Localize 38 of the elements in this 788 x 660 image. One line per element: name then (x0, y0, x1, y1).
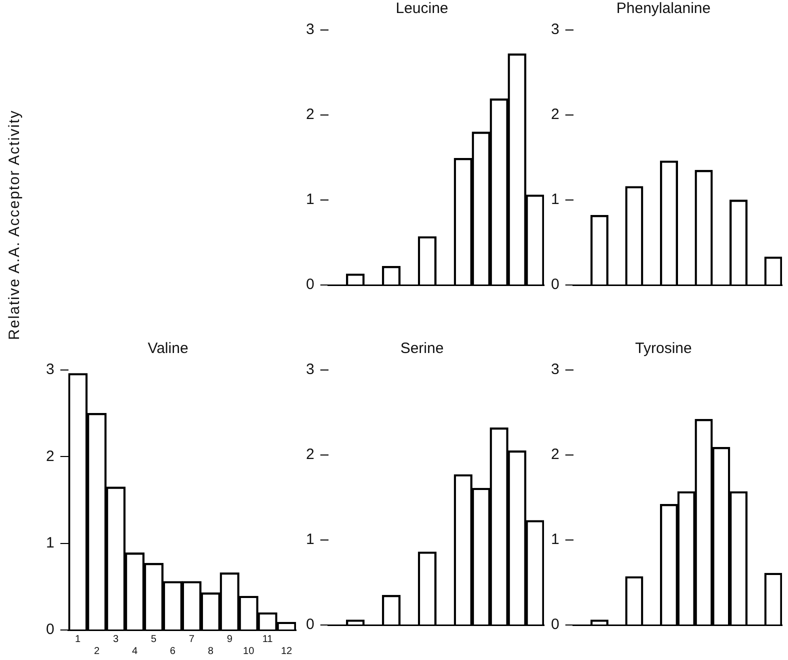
y-tick-label: 0 (551, 616, 560, 634)
y-tick-label: 3 (551, 361, 560, 378)
y-tick-label: 1 (46, 534, 54, 552)
y-tick-label: 3 (46, 361, 54, 378)
y-tick-label: 1 (306, 531, 314, 548)
y-tick-label: 2 (551, 446, 560, 464)
x-tick-label: 1 (75, 634, 82, 645)
chart-title: Phenylalanine (616, 0, 711, 18)
y-tick-label: 1 (551, 191, 560, 208)
y-tick-label: 0 (306, 276, 314, 294)
x-tick-label: 3 (112, 634, 119, 645)
y-tick-label: 3 (306, 21, 314, 38)
chart-title: Leucine (396, 0, 448, 18)
x-tick-label: 5 (150, 634, 157, 645)
x-tick-label: 12 (280, 646, 293, 657)
chart-title: Serine (400, 340, 444, 358)
y-tick-label: 2 (551, 106, 560, 124)
x-tick-label: 11 (262, 634, 274, 645)
x-tick-label: 6 (170, 646, 176, 657)
x-tick-label: 4 (132, 646, 138, 657)
y-tick-label: 1 (551, 531, 560, 548)
y-tick-label: 0 (551, 276, 560, 294)
x-tick-label: 2 (94, 646, 100, 657)
y-tick-label: 2 (306, 106, 314, 124)
y-tick-label: 0 (46, 621, 54, 638)
y-tick-label: 0 (306, 616, 314, 634)
x-tick-label: 9 (226, 634, 233, 645)
y-tick-label: 2 (46, 448, 54, 465)
x-tick-label: 8 (208, 646, 214, 657)
chart-title: Tyrosine (635, 340, 692, 358)
x-tick-label: 10 (243, 646, 255, 657)
chart-title: Valine (148, 340, 188, 358)
y-tick-label: 1 (306, 191, 314, 208)
y-axis-title: Relative A.A. Acceptor Activity (6, 110, 23, 340)
y-tick-label: 3 (551, 21, 560, 38)
y-tick-label: 3 (306, 361, 314, 378)
x-tick-label: 7 (188, 634, 195, 645)
y-tick-label: 2 (306, 446, 314, 464)
